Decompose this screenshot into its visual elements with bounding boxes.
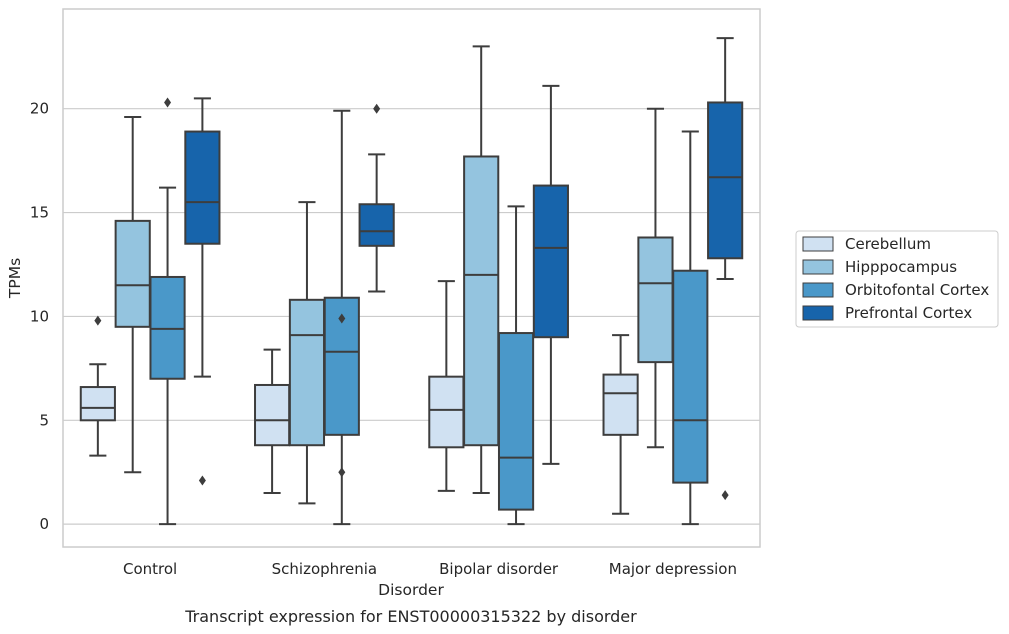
box-iqr: [707, 101, 744, 260]
box-iqr: [358, 203, 395, 247]
box-orbitofontal-cortex: [497, 205, 535, 526]
outlier-point: [721, 490, 729, 501]
box-iqr: [672, 269, 709, 484]
plot-area-frame: [62, 8, 761, 548]
legend-label: Prefrontal Cortex: [845, 304, 972, 322]
box-iqr: [149, 275, 186, 380]
outlier-point: [373, 103, 381, 114]
box-cerebellum: [602, 334, 639, 515]
box-iqr: [532, 184, 569, 339]
y-tick-label: 5: [39, 411, 49, 429]
y-tick-label: 10: [30, 307, 49, 325]
box-cerebellum: [428, 280, 465, 492]
box-iqr: [254, 383, 291, 447]
box-prefrontal-cortex: [358, 103, 395, 293]
legend-swatch: [802, 305, 834, 321]
box-iqr: [288, 298, 326, 447]
y-axis-title: TPMs: [6, 258, 24, 299]
box-prefrontal-cortex: [184, 97, 221, 486]
box-hipppocampus: [114, 116, 151, 474]
box-iqr: [637, 236, 674, 364]
box-iqr: [79, 386, 116, 422]
outlier-point: [164, 97, 172, 108]
legend-label: Orbitofontal Cortex: [845, 281, 989, 299]
outlier-point: [338, 313, 346, 324]
y-tick-label: 15: [30, 204, 49, 222]
box-orbitofontal-cortex: [672, 130, 709, 526]
legend-swatch: [802, 259, 834, 275]
y-tick-label: 20: [30, 100, 49, 118]
x-tick-label: Schizophrenia: [272, 560, 377, 578]
legend-swatch: [802, 236, 834, 252]
box-orbitofontal-cortex: [323, 109, 360, 526]
legend-frame: [795, 230, 999, 328]
box-iqr: [114, 219, 151, 328]
legend-label: Cerebellum: [845, 235, 931, 253]
outlier-point: [338, 467, 346, 478]
legend-swatch: [802, 282, 834, 298]
x-tick-label: Bipolar disorder: [439, 560, 559, 578]
box-hipppocampus: [288, 201, 326, 505]
x-tick-label: Major depression: [609, 560, 737, 578]
x-axis-ticks: Control Schizophrenia Bipolar disorder Majo…: [123, 560, 737, 578]
box-cerebellum: [254, 348, 291, 494]
box-iqr: [184, 130, 221, 245]
outlier-point: [198, 475, 206, 486]
y-tick-label: 0: [39, 515, 49, 533]
outlier-point: [94, 315, 102, 326]
box-hipppocampus: [463, 45, 500, 494]
legend-label: Hipppocampus: [845, 258, 957, 276]
box-iqr: [428, 375, 465, 449]
legend: Cerebellum Hipppocampus Orbitofontal Corte…: [795, 230, 999, 328]
box-iqr: [497, 332, 535, 511]
chart-caption: Transcript expression for ENST0000031532…: [184, 607, 637, 626]
box-orbitofontal-cortex: [149, 97, 186, 526]
box-prefrontal-cortex: [707, 37, 744, 501]
x-axis-title: Disorder: [378, 581, 444, 599]
y-axis-ticks: 0 5 10 15 20: [30, 100, 49, 533]
box-iqr: [463, 155, 500, 447]
box-groups: [79, 37, 744, 526]
box-prefrontal-cortex: [532, 84, 569, 465]
x-tick-label: Control: [123, 560, 177, 578]
box-hipppocampus: [637, 107, 674, 449]
box-iqr: [602, 373, 639, 436]
box-cerebellum: [79, 315, 116, 457]
